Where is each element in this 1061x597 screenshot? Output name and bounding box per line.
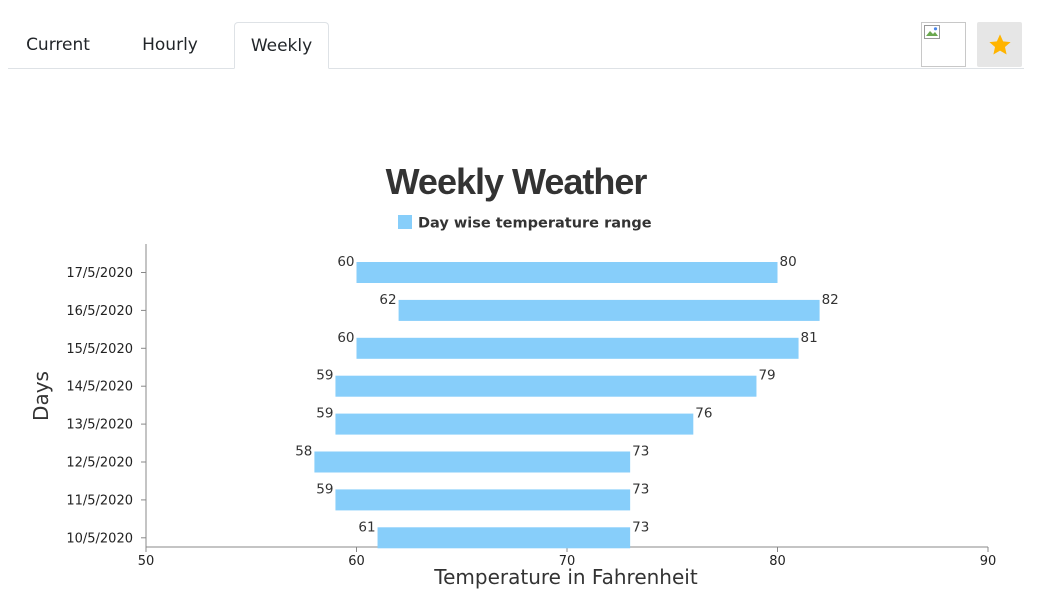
high-temp-label: 73: [632, 444, 649, 460]
weather-image: [921, 22, 966, 67]
chart-title: Weekly Weather: [386, 161, 648, 202]
x-tick-label: 80: [769, 554, 786, 569]
x-axis-title: Temperature in Fahrenheit: [433, 565, 698, 589]
temperature-bar[interactable]: [356, 337, 799, 359]
x-tick-label: 60: [348, 554, 365, 569]
legend-swatch[interactable]: [398, 215, 412, 229]
y-tick-label: 12/5/2020: [66, 456, 133, 471]
legend-label[interactable]: Day wise temperature range: [418, 216, 652, 232]
temperature-bar[interactable]: [377, 527, 631, 549]
temperature-bar[interactable]: [335, 375, 757, 397]
temperature-bar[interactable]: [398, 299, 820, 321]
x-tick-label: 70: [559, 554, 576, 569]
high-temp-label: 80: [780, 254, 797, 270]
tab-weekly[interactable]: Weekly: [234, 22, 329, 69]
y-tick-label: 14/5/2020: [66, 380, 133, 395]
tab-hourly[interactable]: Hourly: [142, 35, 198, 55]
high-temp-label: 76: [695, 406, 712, 422]
high-temp-label: 81: [801, 330, 818, 346]
high-temp-label: 79: [758, 368, 775, 384]
low-temp-label: 59: [316, 406, 333, 422]
high-temp-label: 73: [632, 481, 649, 497]
y-axis-title: Days: [29, 371, 53, 421]
low-temp-label: 60: [337, 330, 354, 346]
chart-axes: 50 60 70 80 90 17/5/2020 16/5/2020 15/5/2020 14/…: [66, 244, 996, 569]
low-temp-label: 59: [316, 481, 333, 497]
tab-bar: Current Hourly Weekly: [8, 22, 329, 69]
low-temp-label: 60: [337, 254, 354, 270]
temperature-bar[interactable]: [335, 489, 631, 511]
y-tick-label: 16/5/2020: [66, 304, 133, 319]
low-temp-label: 59: [316, 368, 333, 384]
high-temp-label: 73: [632, 519, 649, 535]
y-tick-label: 17/5/2020: [66, 266, 133, 281]
broken-image-icon: [924, 25, 940, 39]
low-temp-label: 62: [379, 292, 396, 308]
temperature-bar[interactable]: [314, 451, 631, 473]
y-tick-label: 10/5/2020: [66, 531, 133, 546]
low-temp-label: 61: [358, 519, 375, 535]
high-temp-label: 82: [822, 292, 839, 308]
temperature-bar[interactable]: [335, 413, 694, 435]
temperature-bar[interactable]: [356, 262, 778, 283]
favorite-button[interactable]: [977, 22, 1022, 67]
x-tick-label: 50: [138, 554, 155, 569]
tab-current[interactable]: Current: [26, 35, 90, 55]
y-tick-label: 15/5/2020: [66, 342, 133, 357]
low-temp-label: 58: [295, 444, 312, 460]
tab-divider: [8, 68, 1024, 69]
x-tick-label: 90: [980, 554, 997, 569]
star-icon: [988, 33, 1011, 55]
y-tick-label: 13/5/2020: [66, 418, 133, 433]
y-tick-label: 11/5/2020: [66, 493, 133, 508]
chart-bars: 60 80 62 82 60 81 59 79 59 76 58 73 59 73 61 73: [295, 254, 839, 549]
